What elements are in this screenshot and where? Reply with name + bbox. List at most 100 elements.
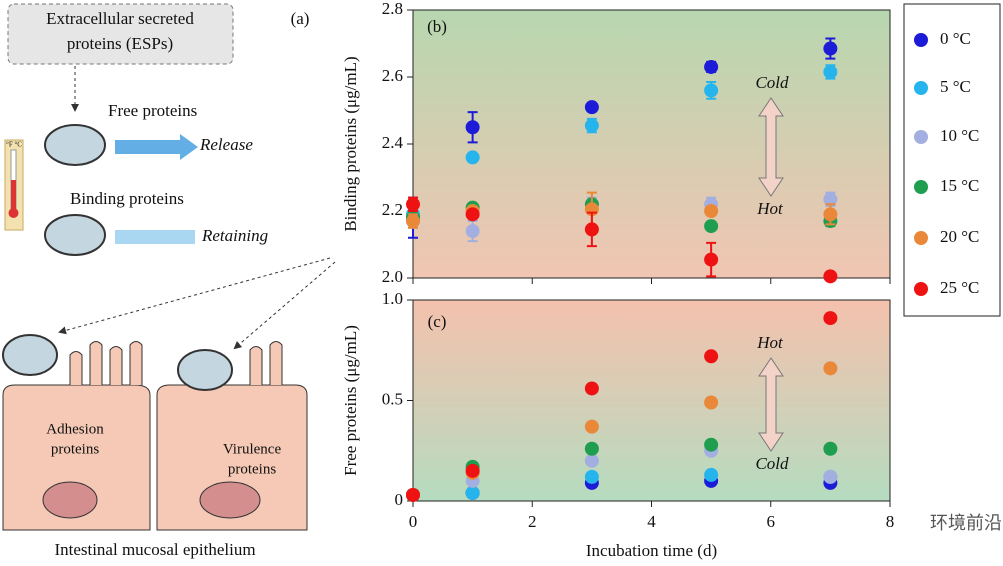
thermometer <box>11 180 16 210</box>
thermo-label: °F °C <box>6 141 22 149</box>
nucleus <box>199 481 261 519</box>
point <box>584 419 599 434</box>
y-tick-label: 0.5 <box>382 389 403 408</box>
label: Retaining <box>201 226 268 245</box>
annotation: Hot <box>756 333 784 352</box>
point <box>584 100 599 115</box>
retain-arrow <box>115 230 195 244</box>
point <box>465 485 480 500</box>
x-tick-label: 8 <box>886 512 895 531</box>
point <box>465 463 480 478</box>
villi <box>69 341 283 385</box>
legend-label: 5 °C <box>940 77 971 96</box>
release-arrow <box>115 134 198 160</box>
legend-marker <box>914 81 928 95</box>
point <box>584 381 599 396</box>
point <box>704 59 719 74</box>
annotation: Hot <box>756 199 784 218</box>
point <box>823 469 838 484</box>
label: Release <box>199 135 253 154</box>
point <box>823 192 838 207</box>
point <box>823 269 838 284</box>
box-line: proteins (ESPs) <box>67 34 173 53</box>
point <box>406 197 420 212</box>
annotation: Cold <box>755 454 789 473</box>
point <box>465 207 480 222</box>
y-axis-title: Binding proteins (μg/mL) <box>341 56 360 231</box>
x-tick-label: 0 <box>409 512 418 531</box>
double-arrow <box>758 357 784 452</box>
legend-marker <box>914 180 928 194</box>
bacterium <box>177 349 233 391</box>
point <box>823 41 838 56</box>
legend-label: 15 °C <box>940 176 979 195</box>
plot-background <box>412 299 891 502</box>
y-tick-label: 2.4 <box>382 133 404 152</box>
panel-label: (a) <box>291 9 310 28</box>
annotation: (b) <box>427 17 447 36</box>
point <box>584 453 599 468</box>
double-arrow <box>758 97 784 197</box>
point <box>584 469 599 484</box>
legend-label: 25 °C <box>940 278 979 297</box>
point <box>823 207 838 222</box>
point <box>704 204 719 218</box>
label: Virulence <box>223 441 282 457</box>
y-tick-label: 0 <box>395 490 404 509</box>
label: proteins <box>51 441 99 457</box>
legend-marker <box>914 231 928 245</box>
box-line: Extracellular secreted <box>46 9 194 28</box>
y-axis-title: Free proteins (μg/mL) <box>341 325 360 476</box>
x-tick-label: 4 <box>647 512 656 531</box>
point <box>584 441 599 456</box>
y-tick-label: 2.8 <box>382 0 403 18</box>
point <box>823 311 838 326</box>
arrow <box>233 261 336 350</box>
bacterium <box>44 214 106 256</box>
y-tick-label: 2.2 <box>382 200 403 219</box>
point <box>704 349 719 364</box>
caption: Intestinal mucosal epithelium <box>54 540 255 559</box>
point <box>704 219 719 234</box>
point <box>704 437 719 452</box>
point <box>406 214 420 229</box>
point <box>584 118 599 133</box>
legend-label: 0 °C <box>940 29 971 48</box>
point <box>704 395 719 410</box>
point <box>465 120 480 135</box>
legend-marker <box>914 33 928 47</box>
point <box>465 224 480 239</box>
annotation: (c) <box>428 312 447 331</box>
point <box>704 467 719 482</box>
legend-box <box>903 3 1001 317</box>
y-tick-label: 2.0 <box>382 267 403 286</box>
label: proteins <box>228 461 276 477</box>
thermometer <box>8 208 19 218</box>
point <box>584 222 599 237</box>
diagram: Extracellular secreted proteins (ESPs) (… <box>2 3 336 559</box>
point <box>406 487 420 502</box>
label: Adhesion <box>46 421 104 437</box>
plot-background <box>412 9 891 279</box>
point <box>465 150 480 165</box>
x-axis-title: Incubation time (d) <box>586 541 717 560</box>
esp-box <box>7 3 234 65</box>
label: Free proteins <box>108 101 197 120</box>
legend-label: 10 °C <box>940 126 979 145</box>
legend-label: 20 °C <box>940 227 979 246</box>
point <box>823 361 838 376</box>
point <box>704 252 719 267</box>
point <box>823 441 838 456</box>
bacterium <box>2 334 58 376</box>
x-tick-label: 2 <box>528 512 537 531</box>
nucleus <box>42 481 98 519</box>
legend-marker <box>914 282 928 296</box>
arrow <box>58 257 331 335</box>
point <box>704 83 719 98</box>
y-tick-label: 2.6 <box>382 66 403 85</box>
x-tick-label: 6 <box>767 512 776 531</box>
point <box>823 64 838 79</box>
watermark: 环境前沿 <box>930 513 1002 534</box>
y-tick-label: 1.0 <box>382 289 403 308</box>
